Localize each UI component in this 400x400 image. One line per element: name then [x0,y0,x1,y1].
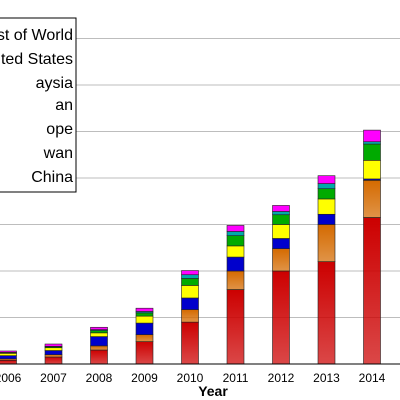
bar-segment-china [317,261,336,365]
bar-segment-taiwan [363,180,381,218]
bar-segment-japan [317,198,336,215]
bar-segment-united-states [272,211,290,216]
bar-segment-malaysia [135,312,154,317]
bar-segment-united-states [317,183,336,189]
bar-segment-united-states [226,231,245,236]
x-tick-label: 2014 [359,371,386,385]
x-tick-label: 2008 [86,371,113,385]
bar-stack-2014 [363,129,381,365]
x-tick-label: 2010 [177,371,204,385]
bar-segment-china [135,341,154,365]
bar-segment-china [44,356,63,365]
bar-segment-rest-of-world [181,270,199,276]
bar-segment-china [0,359,17,365]
legend-box [0,17,77,193]
legend-label: China [31,169,73,186]
bar-stack-2007 [44,343,63,365]
x-tick-label: 2007 [40,371,67,385]
legend-label: an [55,97,73,114]
bar-segment-taiwan [317,224,336,263]
bar-segment-europe [226,256,245,272]
bar-segment-europe [317,213,336,225]
bar-stack-2006 [0,350,17,365]
bar-segment-taiwan [272,248,290,272]
bar-segment-japan [0,353,17,356]
bar-segment-taiwan [135,334,154,342]
bar-segment-taiwan [226,270,245,290]
legend-label: ope [46,121,73,138]
bar-segment-rest-of-world [90,326,108,330]
bar-segment-japan [135,315,154,324]
bar-stack-2008 [90,326,108,365]
bar-segment-europe [44,350,63,356]
bar-segment-malaysia [226,235,245,247]
bar-segment-rest-of-world [317,175,336,184]
bar-segment-china [363,217,381,365]
bar-segment-malaysia [181,278,199,286]
bar-segment-japan [272,224,290,239]
legend-label: aysia [36,75,73,92]
bar-segment-malaysia [317,188,336,200]
bar-segment-rest-of-world [272,205,290,212]
legend-label: st of World [0,27,73,44]
bar-segment-taiwan [181,309,199,323]
bar-stack-2012 [272,205,290,365]
bar-segment-malaysia [90,330,108,334]
bar-segment-malaysia [272,214,290,225]
x-tick-label: 2012 [268,371,295,385]
x-tick-label: 2013 [313,371,340,385]
bar-segment-china [226,289,245,365]
bar-segment-china [272,270,290,365]
bar-segment-rest-of-world [363,129,381,143]
bar-segment-japan [363,160,381,180]
bar-segment-japan [226,245,245,258]
bar-segment-europe [272,238,290,249]
bar-stack-2010 [181,270,199,365]
bar-segment-rest-of-world [44,343,63,347]
bar-segment-malaysia [363,143,381,161]
x-axis-title: Year [198,383,228,399]
bar-segment-taiwan [90,345,108,351]
bar-segment-china [181,321,199,365]
x-tick-label: 2009 [131,371,158,385]
x-tick-label: 2011 [223,371,249,385]
bar-segment-europe [181,297,199,310]
bar-segment-china [90,349,108,365]
bar-segment-japan [44,347,63,351]
bar-segment-united-states [181,274,199,279]
bar-stack-2011 [226,225,245,365]
bar-stack-2009 [135,307,154,365]
x-tick-labels: 2006 2007 2008 2009 2010 2011 2012 2013 2014 [0,371,386,385]
legend: st of World ted States aysia an ope wan China [0,17,77,193]
legend-label: ted States [1,51,73,68]
bar-segment-taiwan [44,354,63,358]
bar-segment-europe [90,336,108,347]
bar-segment-europe [135,322,154,336]
bar-segment-rest-of-world [226,225,245,232]
bar-segment-rest-of-world [135,307,154,312]
bar-segment-japan [90,332,108,337]
bar-segment-rest-of-world [0,350,17,353]
bar-segment-europe [0,355,17,360]
bar-segment-japan [181,285,199,299]
bar-segment-united-states [363,141,381,145]
legend-label: wan [43,145,73,162]
x-tick-label: 2006 [0,371,22,385]
bar-stack-2013 [317,175,336,365]
